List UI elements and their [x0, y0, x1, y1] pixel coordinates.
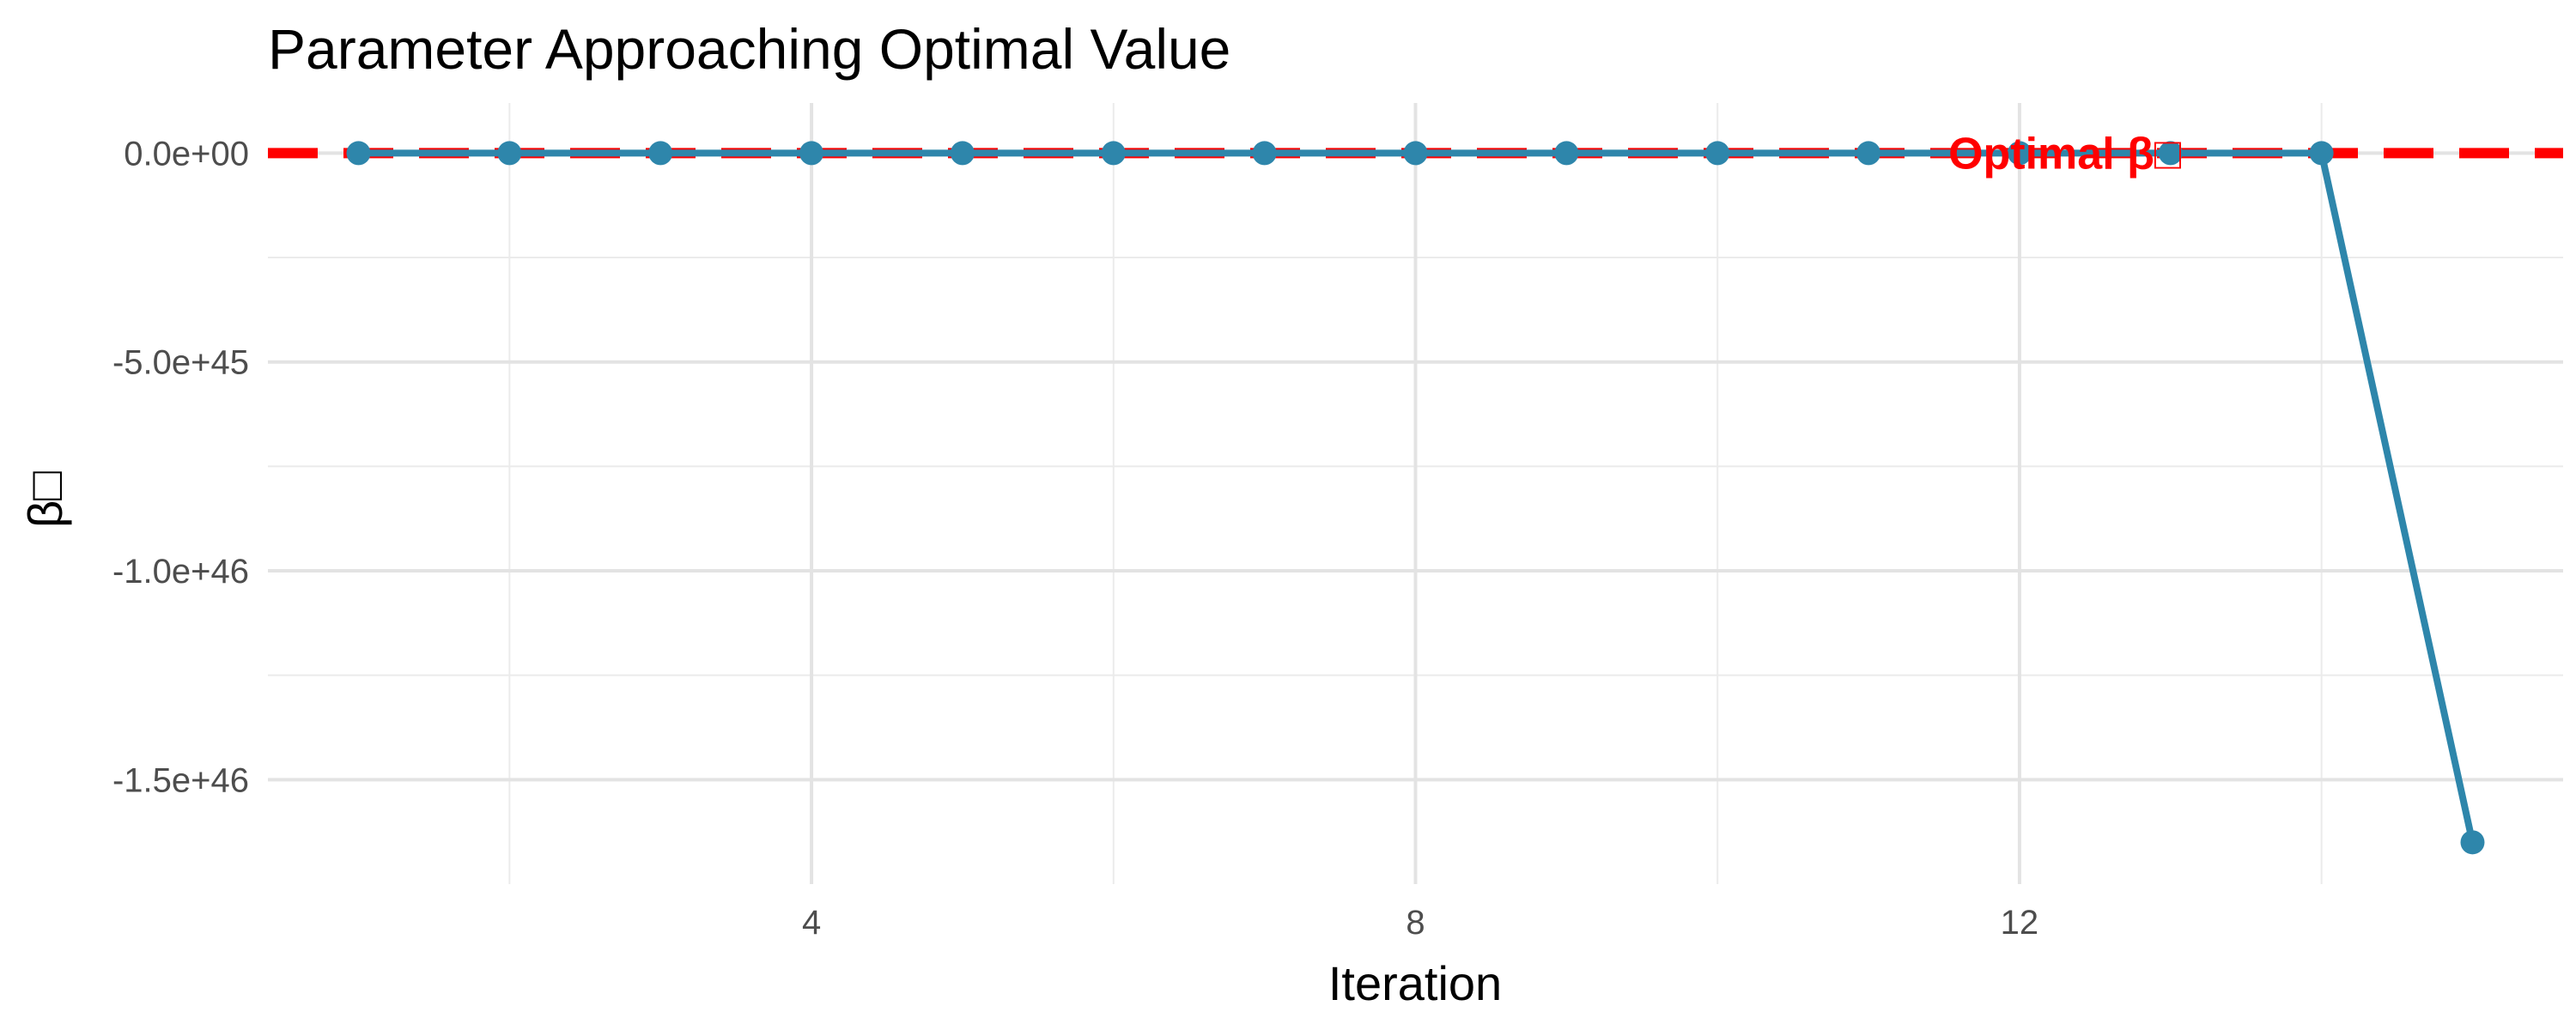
data-point [1403, 141, 1428, 166]
data-point [497, 141, 522, 166]
data-point [648, 141, 673, 166]
data-point [2309, 141, 2334, 166]
data-point [2007, 141, 2032, 166]
grid-lines [268, 103, 2563, 884]
x-axis-title: Iteration [1328, 956, 1502, 1010]
chart-title: Parameter Approaching Optimal Value [268, 17, 1230, 81]
x-tick-label: 8 [1406, 904, 1425, 942]
tick-labels: 0.0e+00 -5.0e+45 -1.0e+46 -1.5e+46 4 8 12 [112, 135, 2038, 942]
data-point [1101, 141, 1126, 166]
data-point [1705, 141, 1730, 166]
reference-line-label: Optimal β□ [1948, 129, 2182, 179]
y-tick-label: -1.0e+46 [112, 553, 249, 591]
data-point [1252, 141, 1277, 166]
y-tick-label: 0.0e+00 [124, 135, 249, 173]
data-point [1554, 141, 1579, 166]
data-point [2460, 830, 2485, 855]
x-tick-label: 4 [802, 904, 821, 942]
data-point [2158, 141, 2183, 166]
data-point [799, 141, 824, 166]
data-point [950, 141, 975, 166]
y-tick-label: -5.0e+45 [112, 344, 249, 382]
y-axis-title: β□ [18, 471, 72, 528]
data-point [1856, 141, 1881, 166]
data-point [346, 141, 371, 166]
series-group [346, 141, 2485, 855]
x-tick-label: 12 [2001, 904, 2039, 942]
y-tick-label: -1.5e+46 [112, 761, 249, 799]
